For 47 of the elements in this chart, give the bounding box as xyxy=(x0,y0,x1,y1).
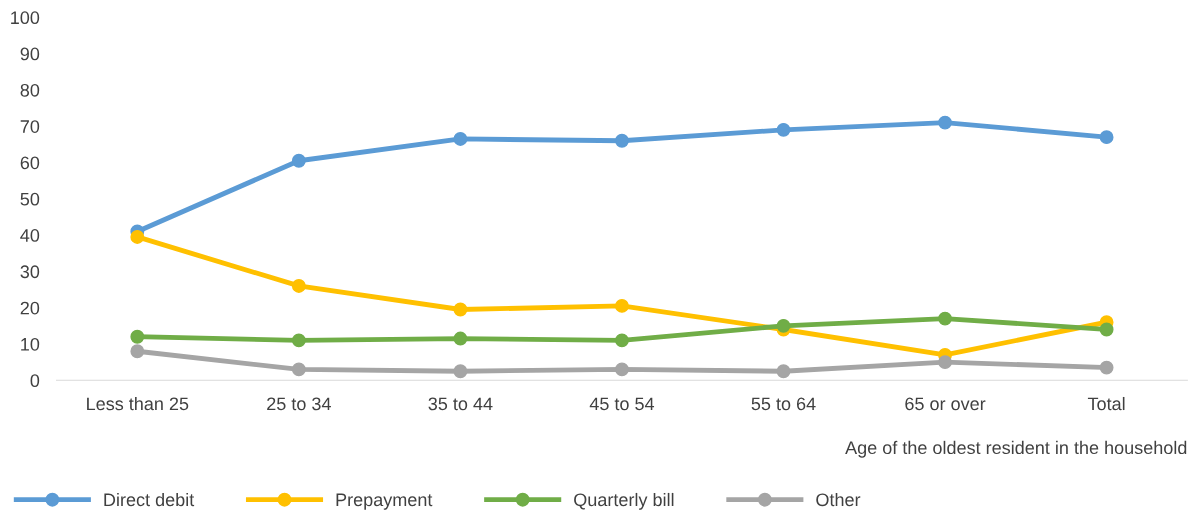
x-tick-label: 45 to 54 xyxy=(589,397,655,411)
x-tick-label: Less than 25 xyxy=(87,396,189,411)
point xyxy=(130,344,145,359)
y-tick-label: 90 xyxy=(20,47,40,61)
x-tick-label: Total xyxy=(1087,396,1125,411)
point xyxy=(615,298,629,313)
point xyxy=(453,302,468,317)
legend-label: Quarterly bill xyxy=(574,492,674,510)
x-axis-title: Age of the oldest resident in the household xyxy=(845,440,1187,458)
point xyxy=(776,318,791,333)
point xyxy=(291,362,306,377)
y-tick-label: 70 xyxy=(20,120,40,133)
y-tick-label: 50 xyxy=(20,192,40,206)
point xyxy=(615,133,629,148)
point xyxy=(291,278,306,293)
point xyxy=(291,153,306,168)
point xyxy=(776,364,791,379)
y-tick-label: 10 xyxy=(21,337,40,351)
y-tick-label: 80 xyxy=(20,83,40,97)
point xyxy=(1099,360,1114,375)
point xyxy=(1099,130,1114,145)
point xyxy=(938,355,952,370)
point xyxy=(938,311,952,326)
y-tick-label: 30 xyxy=(20,265,40,279)
point xyxy=(453,131,468,146)
point xyxy=(615,362,629,377)
point xyxy=(776,122,791,137)
point xyxy=(453,364,468,379)
legend-label: Prepayment xyxy=(336,493,433,510)
point xyxy=(1099,322,1114,337)
y-tick-label: 100 xyxy=(11,11,40,25)
legend-label: Direct debit xyxy=(104,492,195,507)
point xyxy=(130,229,145,244)
y-tick-label: 0 xyxy=(30,374,40,388)
y-tick-label: 60 xyxy=(20,156,40,170)
y-tick-label: 20 xyxy=(20,301,40,315)
point xyxy=(291,333,306,348)
point xyxy=(130,329,145,344)
x-tick-label: 35 to 44 xyxy=(428,397,493,411)
x-tick-label: 55 to 64 xyxy=(751,397,816,411)
point xyxy=(938,115,952,130)
point xyxy=(453,331,468,346)
point xyxy=(615,333,629,348)
x-tick-label: 25 to 34 xyxy=(267,397,331,411)
y-tick-label: 40 xyxy=(20,229,40,242)
x-tick-label: 65 or over xyxy=(905,397,986,411)
legend-label: Other xyxy=(816,492,861,507)
